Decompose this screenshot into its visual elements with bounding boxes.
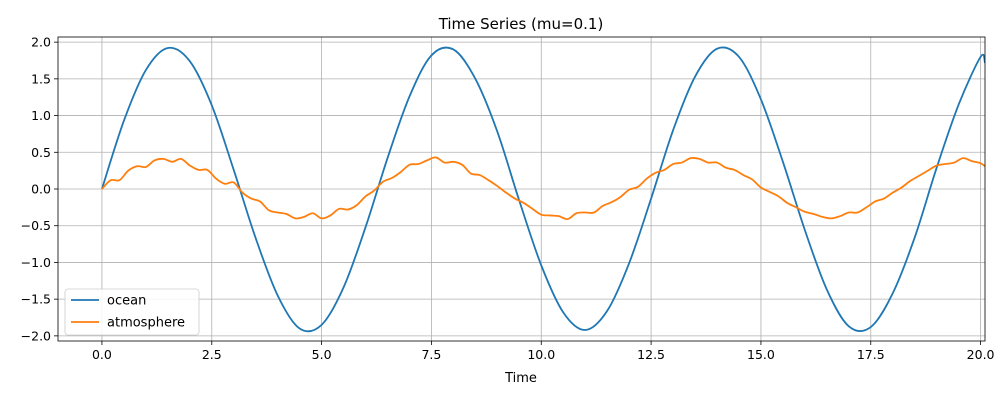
y-tick-label: −1.5 (21, 292, 51, 307)
legend-label-atmosphere: atmosphere (107, 316, 185, 331)
x-axis-label: Time (504, 371, 537, 386)
y-tick-label: −0.5 (21, 218, 51, 233)
x-tick-label: 5.0 (312, 347, 332, 362)
y-tick-label: 1.0 (31, 108, 51, 123)
y-tick-label: 1.5 (31, 71, 51, 86)
y-tick-label: 0.5 (31, 145, 51, 160)
x-tick-label: 15.0 (747, 347, 775, 362)
x-tick-label: 10.0 (527, 347, 555, 362)
y-tick-label: 0.0 (31, 182, 51, 197)
series-line-atmosphere (101, 156, 985, 221)
y-tick-label: −1.0 (21, 255, 51, 270)
x-tick-label: 7.5 (421, 347, 441, 362)
y-axis-ticks: −2.0 −1.5 −1.0 −0.5 0.0 0.5 1.0 1.5 2.0 (21, 35, 58, 343)
x-tick-label: 2.5 (202, 347, 222, 362)
x-tick-label: 20.0 (967, 347, 995, 362)
plot-lines (101, 46, 985, 333)
x-axis-ticks: 0.0 2.5 5.0 7.5 10.0 12.5 15.0 17.5 20.0 (92, 341, 995, 362)
y-tick-label: −2.0 (21, 328, 51, 343)
x-tick-label: 0.0 (92, 347, 112, 362)
legend: ocean atmosphere (64, 288, 200, 336)
series-line-ocean (101, 46, 985, 333)
grid (58, 37, 985, 341)
chart-title: Time Series (mu=0.1) (438, 15, 604, 33)
x-tick-label: 17.5 (857, 347, 885, 362)
x-tick-label: 12.5 (637, 347, 665, 362)
legend-label-ocean: ocean (107, 294, 146, 309)
y-tick-label: 2.0 (31, 35, 51, 50)
